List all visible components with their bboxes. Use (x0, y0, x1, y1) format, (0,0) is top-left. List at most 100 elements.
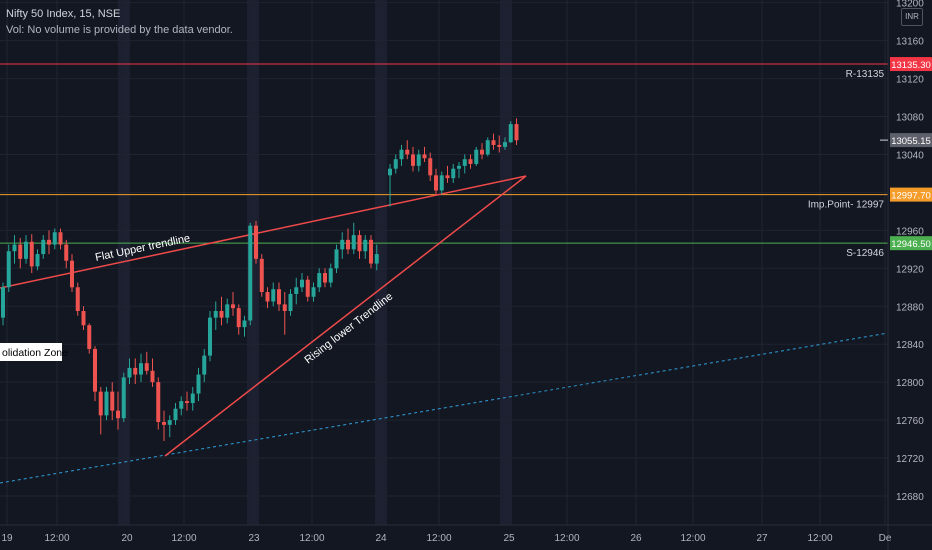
candle-body (190, 393, 195, 404)
y-tick-label: 12760 (896, 416, 924, 427)
candle-body (468, 159, 473, 164)
y-tick-label: 13080 (896, 113, 924, 124)
last-price-tag (890, 133, 932, 148)
chart-title: Nifty 50 Index, 15, NSE (6, 8, 121, 20)
candle-body (445, 175, 450, 179)
y-tick-label: 13040 (896, 150, 924, 161)
candle-body (439, 175, 444, 191)
time-axis[interactable]: 19 12:00 20 12:00 23 12:00 24 12:00 25 12:00 26 12:… (0, 524, 932, 544)
x-tick-label: De (879, 533, 892, 544)
candle-body (41, 239, 46, 255)
candle-body (208, 317, 212, 356)
y-tick-label: 12920 (896, 264, 924, 275)
candle-body (277, 289, 281, 305)
level-price-text: 12946.50 (891, 239, 931, 250)
candle-body (399, 149, 404, 160)
zone-label-box (0, 343, 62, 361)
x-tick-label: 24 (375, 533, 387, 544)
candle-body (213, 311, 218, 318)
grid-lines (0, 0, 888, 525)
x-tick-label: 12:00 (44, 533, 69, 544)
candle-body (411, 154, 415, 166)
candle-body (24, 241, 28, 259)
candle-body (12, 244, 17, 252)
candle-body (104, 391, 109, 416)
candle-body (254, 225, 258, 259)
candle-body (351, 235, 356, 250)
candle-body (236, 308, 241, 328)
candle-body (242, 320, 247, 328)
x-tick-label: 25 (503, 533, 515, 544)
x-tick-label: 12:00 (680, 533, 705, 544)
candle-body (87, 325, 92, 349)
currency-button[interactable]: INR (901, 8, 923, 26)
level-price-tag (890, 187, 932, 202)
candle-body (485, 140, 490, 155)
candle-body (179, 401, 184, 409)
candle-body (334, 249, 339, 269)
candle-body (508, 124, 513, 143)
candle-body (340, 239, 345, 250)
candle-body (47, 239, 51, 245)
x-tick-label: 12:00 (554, 533, 579, 544)
dashed-trendline (0, 332, 889, 484)
candle-body (305, 279, 310, 297)
y-tick-label: 13160 (896, 37, 924, 48)
candle-body (196, 374, 201, 394)
candle-body (121, 377, 126, 419)
candle-body (52, 232, 57, 245)
level-label: Imp.Point- 12997 (808, 200, 885, 211)
candle-body (18, 244, 23, 259)
trendlines (0, 175, 889, 484)
session-band (247, 0, 259, 525)
candle-body (150, 370, 155, 383)
candle-body (173, 408, 178, 421)
candle-body (259, 258, 264, 293)
candle-body (346, 239, 350, 250)
candle-body (434, 175, 438, 191)
candle-body (98, 391, 103, 416)
candle-body (363, 239, 368, 252)
candle-body (288, 293, 293, 312)
candle-body (503, 142, 507, 147)
x-tick-label: 12:00 (426, 533, 451, 544)
candle-body (393, 159, 398, 169)
candle-body (81, 311, 86, 326)
candle-body (248, 225, 253, 321)
candle-body (156, 382, 161, 423)
y-tick-label: 12840 (896, 340, 924, 351)
x-tick-label: 26 (630, 533, 642, 544)
candle-body (185, 401, 189, 404)
candle-body (300, 279, 304, 288)
x-tick-label: 27 (756, 533, 768, 544)
candle-body (93, 348, 97, 392)
upper-trendline (0, 175, 527, 289)
candle-body (369, 239, 373, 264)
candle-body (225, 304, 230, 318)
candle-body (428, 158, 433, 176)
y-tick-label: 12720 (896, 454, 924, 465)
level-label: R-13135 (846, 69, 885, 80)
level-label: S-12946 (846, 248, 884, 259)
candle-body (422, 154, 427, 159)
candle-body (202, 355, 207, 375)
candle-body (323, 273, 327, 283)
candle-body (110, 391, 115, 411)
candle-body (162, 422, 166, 425)
x-tick-label: 19 (1, 533, 13, 544)
candle-body (480, 149, 484, 155)
level-price-tag (890, 236, 932, 251)
zone-label: olidation Zone (2, 347, 68, 359)
horizontal-levels: R-13135 Imp.Point- 12997 S-12946 (0, 63, 888, 259)
candle-body (514, 124, 519, 141)
candle-body (491, 140, 496, 145)
x-tick-label: 12:00 (171, 533, 196, 544)
candle-body (29, 241, 34, 267)
candle-body (294, 287, 299, 294)
candle-body (405, 149, 410, 155)
candle-body (1, 287, 5, 318)
candle-body (64, 244, 69, 261)
price-axis[interactable]: 12680 12720 12760 12800 12840 12880 12920 12960… (880, 0, 932, 550)
candle-body (144, 363, 149, 371)
